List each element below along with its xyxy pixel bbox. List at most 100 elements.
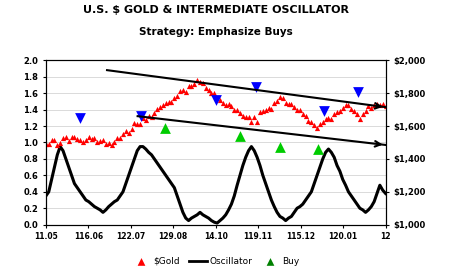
Point — [219, 101, 227, 105]
Point — [196, 79, 204, 84]
Point — [165, 100, 172, 104]
Point — [45, 141, 52, 146]
Point — [145, 114, 152, 118]
Point — [62, 135, 70, 139]
Point — [51, 138, 58, 142]
Point — [353, 112, 361, 116]
Point — [368, 106, 375, 110]
Point — [59, 136, 67, 141]
Point — [176, 89, 184, 94]
Point — [314, 147, 321, 151]
Point — [356, 117, 364, 122]
Point — [79, 139, 87, 144]
Point — [142, 118, 150, 122]
Point — [119, 132, 127, 136]
Point — [293, 108, 301, 113]
Point — [288, 102, 295, 106]
Point — [268, 107, 275, 111]
Point — [122, 129, 129, 133]
Point — [68, 135, 75, 140]
Point — [77, 138, 84, 142]
Point — [339, 106, 347, 110]
Point — [136, 121, 144, 126]
Point — [111, 139, 118, 144]
Point — [276, 95, 284, 99]
Point — [162, 101, 169, 105]
Point — [202, 86, 209, 90]
Point — [251, 115, 258, 119]
Point — [71, 135, 78, 140]
Point — [347, 107, 355, 112]
Point — [73, 137, 81, 141]
Point — [188, 83, 195, 88]
Point — [248, 120, 255, 124]
Point — [296, 108, 303, 113]
Point — [185, 84, 192, 88]
Text: Strategy: Emphasize Buys: Strategy: Emphasize Buys — [139, 27, 292, 37]
Point — [48, 138, 55, 142]
Point — [222, 103, 230, 107]
Point — [88, 137, 95, 141]
Point — [117, 136, 124, 140]
Point — [234, 107, 241, 112]
Point — [236, 111, 244, 115]
Point — [379, 101, 386, 106]
Point — [355, 89, 362, 94]
Point — [174, 93, 181, 98]
Point — [134, 122, 141, 127]
Point — [125, 131, 132, 135]
Point — [108, 143, 115, 147]
Point — [151, 111, 158, 116]
Point — [182, 90, 190, 94]
Point — [270, 101, 278, 105]
Point — [91, 136, 98, 140]
Point — [325, 116, 332, 120]
Point — [56, 141, 64, 145]
Point — [76, 116, 84, 120]
Point — [265, 105, 272, 110]
Point — [159, 103, 167, 107]
Point — [316, 122, 324, 126]
Point — [262, 108, 269, 112]
Point — [208, 90, 215, 95]
Point — [376, 103, 384, 107]
Point — [199, 81, 207, 85]
Point — [171, 96, 178, 101]
Point — [148, 115, 155, 119]
Point — [99, 138, 106, 142]
Point — [322, 117, 329, 122]
Point — [42, 142, 50, 146]
Point — [213, 96, 221, 100]
Point — [137, 114, 145, 118]
Point — [161, 125, 168, 130]
Point — [362, 109, 369, 113]
Point — [382, 104, 389, 108]
Point — [236, 134, 243, 138]
Point — [205, 87, 212, 92]
Point — [228, 104, 235, 108]
Point — [302, 114, 309, 118]
Point — [212, 98, 219, 102]
Point — [328, 116, 335, 121]
Point — [216, 98, 224, 102]
Point — [154, 107, 161, 112]
Point — [311, 123, 318, 127]
Point — [253, 120, 261, 124]
Point — [85, 135, 92, 139]
Point — [365, 103, 372, 108]
Point — [54, 142, 61, 147]
Point — [168, 100, 175, 104]
Point — [225, 102, 232, 106]
Point — [305, 118, 312, 123]
Point — [299, 111, 307, 116]
Point — [342, 103, 349, 107]
Point — [94, 139, 101, 144]
Point — [96, 138, 104, 143]
Point — [359, 112, 366, 116]
Point — [102, 142, 110, 147]
Point — [113, 136, 121, 140]
Point — [330, 112, 338, 117]
Point — [190, 81, 198, 86]
Point — [333, 110, 341, 114]
Point — [82, 137, 90, 142]
